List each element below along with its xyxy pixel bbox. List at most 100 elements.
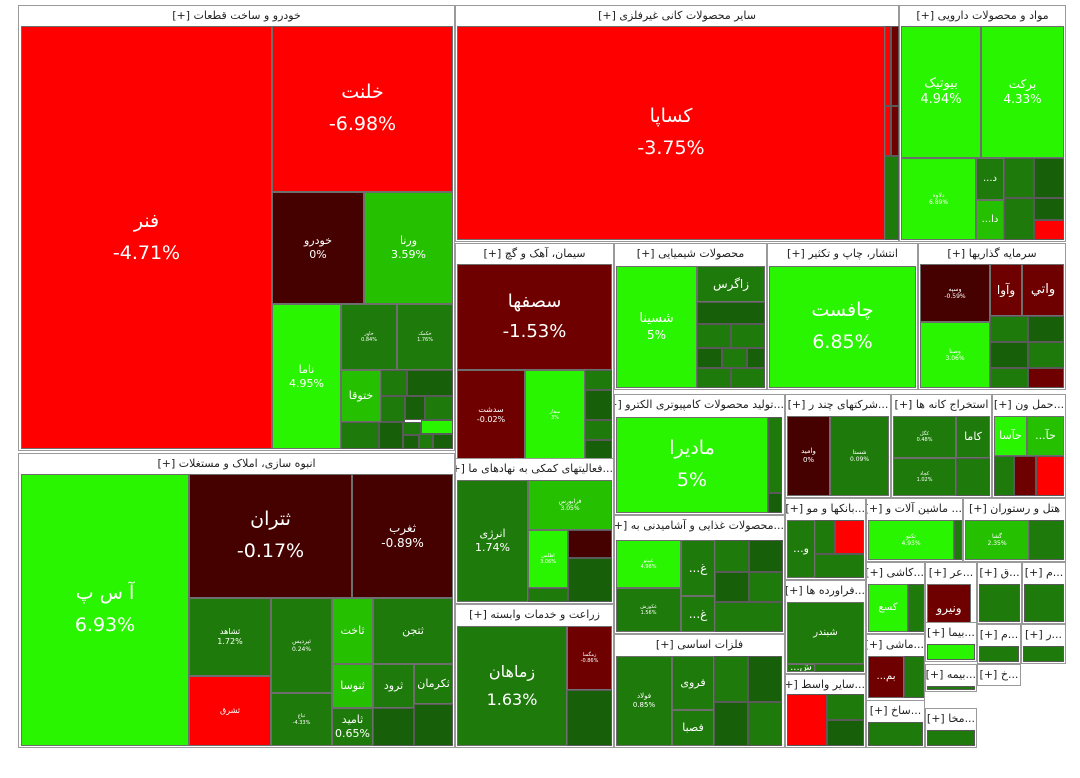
stock-tile-unlabeled[interactable] bbox=[990, 342, 1028, 368]
sector-header[interactable]: محصولات شیمیایی [+] bbox=[615, 244, 766, 264]
stock-tile-unlabeled[interactable] bbox=[1029, 520, 1064, 560]
stock-tile-unlabeled[interactable] bbox=[1036, 456, 1064, 496]
stock-tile[interactable]: بم... bbox=[868, 656, 904, 698]
stock-tile-unlabeled[interactable] bbox=[731, 368, 765, 388]
sector-header[interactable]: ...فعالیتهای کمکی به نهادهای ما [+] bbox=[456, 459, 613, 479]
sector-header[interactable]: انبوه سازی، املاک و مستغلات [+] bbox=[19, 454, 454, 474]
sector-header[interactable]: ...ر [+] bbox=[1022, 625, 1065, 645]
stock-tile[interactable]: ثپردیس 0.24% bbox=[271, 598, 332, 693]
sector-header[interactable]: ...خ [+] bbox=[978, 665, 1020, 685]
stock-tile[interactable]: فولاد 0.85% bbox=[616, 656, 672, 746]
stock-tile[interactable]: فصبا bbox=[672, 710, 714, 746]
stock-tile[interactable]: سفار 3% bbox=[525, 370, 585, 460]
stock-tile[interactable]: زاگرس bbox=[697, 266, 765, 302]
stock-tile-unlabeled[interactable] bbox=[748, 656, 782, 702]
stock-tile[interactable]: انرژی 1.74% bbox=[457, 480, 528, 602]
stock-tile-unlabeled[interactable] bbox=[1028, 368, 1064, 388]
stock-tile[interactable]: غکورش 1.56% bbox=[616, 588, 681, 632]
stock-tile-unlabeled[interactable] bbox=[715, 540, 749, 572]
stock-tile[interactable]: ثشرق bbox=[189, 676, 271, 746]
stock-tile-unlabeled[interactable] bbox=[990, 316, 1028, 342]
stock-tile-unlabeled[interactable] bbox=[585, 440, 612, 460]
stock-tile[interactable]: ثتران -0.17% bbox=[189, 474, 352, 598]
stock-tile-unlabeled[interactable] bbox=[904, 656, 924, 698]
stock-tile-unlabeled[interactable] bbox=[885, 106, 891, 156]
stock-tile[interactable]: آ س پ 6.93% bbox=[21, 474, 189, 746]
stock-tile[interactable]: زمگسا -0.86% bbox=[567, 626, 612, 690]
stock-tile[interactable]: کساپا -3.75% bbox=[457, 26, 885, 240]
stock-tile-unlabeled[interactable] bbox=[747, 348, 765, 368]
stock-tile-unlabeled[interactable] bbox=[1028, 342, 1064, 368]
stock-tile-unlabeled[interactable] bbox=[885, 156, 899, 240]
stock-tile-unlabeled[interactable] bbox=[891, 26, 899, 106]
stock-tile[interactable]: وصنا 3.06% bbox=[920, 322, 990, 388]
stock-tile-unlabeled[interactable] bbox=[1023, 646, 1064, 662]
stock-tile-unlabeled[interactable] bbox=[885, 26, 891, 106]
stock-tile[interactable]: فنر -4.71% bbox=[21, 26, 272, 449]
stock-tile-unlabeled[interactable] bbox=[697, 348, 722, 368]
sector-header[interactable]: ...حمل ون [+] bbox=[993, 395, 1065, 415]
stock-tile[interactable]: شبندر bbox=[787, 602, 864, 664]
stock-tile[interactable]: ثکرمان bbox=[414, 664, 453, 704]
stock-tile[interactable]: دلاوه 6.89% bbox=[901, 158, 976, 240]
stock-tile-unlabeled[interactable] bbox=[815, 520, 835, 554]
sector-header[interactable]: ...بیما [+] bbox=[926, 623, 976, 643]
stock-tile[interactable]: ثشاهد 1.72% bbox=[189, 598, 271, 676]
sector-header[interactable]: ...مخا [+] bbox=[926, 709, 976, 729]
stock-tile-unlabeled[interactable] bbox=[787, 694, 827, 746]
stock-tile-unlabeled[interactable] bbox=[827, 694, 864, 720]
stock-tile-unlabeled[interactable] bbox=[749, 572, 783, 602]
stock-tile[interactable]: غپینو 4.98% bbox=[616, 540, 681, 588]
sector-header[interactable]: ...شرکتهای چند ر [+] bbox=[786, 395, 890, 415]
stock-tile-unlabeled[interactable] bbox=[956, 458, 990, 496]
stock-tile-unlabeled[interactable] bbox=[868, 722, 923, 746]
stock-tile[interactable]: د... bbox=[976, 158, 1004, 200]
sector-header[interactable]: استخراج کانه ها [+] bbox=[892, 395, 991, 415]
stock-tile[interactable]: حآسا bbox=[994, 416, 1027, 456]
sector-header[interactable]: انتشار، چاپ و تکثیر [+] bbox=[768, 244, 917, 264]
stock-tile-unlabeled[interactable] bbox=[403, 435, 419, 449]
stock-tile-unlabeled[interactable] bbox=[715, 602, 783, 632]
stock-tile-unlabeled[interactable] bbox=[1014, 456, 1036, 496]
stock-tile[interactable]: گشا 2.35% bbox=[965, 520, 1029, 560]
stock-tile-unlabeled[interactable] bbox=[1024, 584, 1064, 622]
stock-tile[interactable]: واتي bbox=[1022, 264, 1064, 316]
stock-tile[interactable]: سدشت -0.02% bbox=[457, 370, 525, 460]
sector-header[interactable]: زراعت و خدمات وابسته [+] bbox=[456, 605, 613, 625]
sector-header[interactable]: ...ساخ [+] bbox=[867, 701, 924, 721]
stock-tile[interactable]: فرابورس 3.05% bbox=[528, 480, 612, 530]
stock-tile-unlabeled[interactable] bbox=[979, 584, 1020, 622]
stock-tile-unlabeled[interactable] bbox=[433, 434, 453, 449]
sector-header[interactable]: ...محصولات غذایی و آشامیدنی به [+] bbox=[615, 516, 784, 536]
sector-header[interactable]: خودرو و ساخت قطعات [+] bbox=[19, 6, 454, 26]
stock-tile[interactable]: سصفها -1.53% bbox=[457, 264, 612, 370]
stock-tile[interactable]: اطلس 3.06% bbox=[528, 530, 568, 588]
stock-tile[interactable]: برکت 4.33% bbox=[981, 26, 1064, 158]
stock-tile-unlabeled[interactable] bbox=[994, 456, 1014, 496]
stock-tile[interactable]: و... bbox=[787, 520, 815, 578]
sector-header[interactable]: ...عر [+] bbox=[926, 563, 976, 583]
stock-tile-unlabeled[interactable] bbox=[419, 434, 433, 449]
stock-tile[interactable]: بیوتیک 4.94% bbox=[901, 26, 981, 158]
sector-header[interactable]: ...سایر واسط [+] bbox=[786, 675, 865, 695]
stock-tile-unlabeled[interactable] bbox=[768, 417, 782, 493]
stock-tile-unlabeled[interactable] bbox=[979, 646, 1019, 662]
sector-header[interactable]: ...م [+] bbox=[1023, 563, 1065, 583]
stock-tile-unlabeled[interactable] bbox=[815, 554, 864, 578]
sector-header[interactable]: مواد و محصولات دارویی [+] bbox=[900, 6, 1065, 26]
stock-tile[interactable]: ورنا 3.59% bbox=[364, 192, 453, 304]
stock-tile-unlabeled[interactable] bbox=[927, 686, 975, 690]
stock-tile[interactable]: کچاد 1.02% bbox=[893, 458, 956, 496]
stock-tile-unlabeled[interactable] bbox=[731, 324, 765, 348]
stock-tile-unlabeled[interactable] bbox=[403, 422, 421, 435]
stock-tile[interactable]: خودرو 0% bbox=[272, 192, 364, 304]
stock-tile-unlabeled[interactable] bbox=[528, 588, 568, 602]
stock-tile[interactable]: خکمک 1.76% bbox=[397, 304, 453, 370]
stock-tile[interactable]: ش... bbox=[787, 664, 815, 672]
sector-header[interactable]: ...م [+] bbox=[978, 625, 1020, 645]
sector-header[interactable]: فلزات اساسی [+] bbox=[615, 635, 784, 655]
stock-tile[interactable]: شسینا 5% bbox=[616, 266, 697, 388]
sector-header[interactable]: ...تولید محصولات کامپیوتری الکترو [+] bbox=[615, 395, 784, 415]
sector-header[interactable]: هتل و رستوران [+] bbox=[964, 499, 1065, 519]
sector-header[interactable]: سرمایه گذاریها [+] bbox=[919, 244, 1065, 264]
